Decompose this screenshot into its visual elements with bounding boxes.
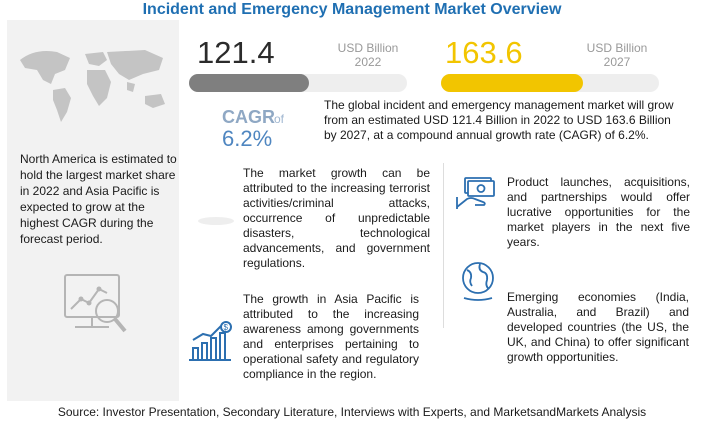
chart-magnifier-icon bbox=[64, 274, 127, 333]
bar-2027-fill bbox=[441, 74, 583, 92]
unit-2022: USD Billion 2022 bbox=[333, 41, 403, 69]
regional-text: North America is estimated to hold the l… bbox=[20, 152, 177, 246]
driver-text-3: Product launches, acquisitions, and part… bbox=[507, 175, 690, 249]
market-value-2022: 121.4 bbox=[197, 35, 275, 70]
bar-2022-fill bbox=[189, 74, 309, 92]
source-note: Source: Investor Presentation, Secondary… bbox=[57, 405, 647, 419]
cagr-value: 6.2% bbox=[222, 126, 273, 151]
blank-badge-icon bbox=[198, 217, 234, 225]
growth-chart-icon: $ bbox=[189, 321, 232, 361]
market-value-2027: 163.6 bbox=[445, 35, 523, 70]
market-summary: The global incident and emergency manage… bbox=[324, 98, 674, 142]
driver-text-4: Emerging economies (India, Australia, an… bbox=[507, 290, 689, 364]
globe-icon bbox=[462, 262, 494, 301]
unit-2022-label: USD Billion bbox=[337, 41, 399, 55]
svg-text:$: $ bbox=[224, 323, 229, 332]
page-title: Incident and Emergency Management Market… bbox=[142, 1, 562, 18]
bar-2022 bbox=[189, 74, 407, 92]
world-map-icon bbox=[20, 50, 165, 122]
column-divider bbox=[443, 163, 444, 328]
year-2022-label: 2022 bbox=[354, 55, 382, 69]
bar-2027 bbox=[441, 74, 659, 92]
cagr-label: CAGR bbox=[222, 107, 275, 127]
year-2027-label: 2027 bbox=[603, 55, 631, 69]
left-panel: North America is estimated to hold the l… bbox=[7, 20, 179, 401]
cagr-of: of bbox=[274, 112, 285, 126]
driver-text-1: The market growth can be attributed to t… bbox=[243, 166, 430, 270]
driver-text-2: The growth in Asia Pacific is attributed… bbox=[243, 292, 419, 381]
unit-2027: USD Billion 2027 bbox=[580, 41, 654, 69]
money-hand-icon bbox=[456, 177, 495, 209]
unit-2027-label: USD Billion bbox=[586, 41, 648, 55]
